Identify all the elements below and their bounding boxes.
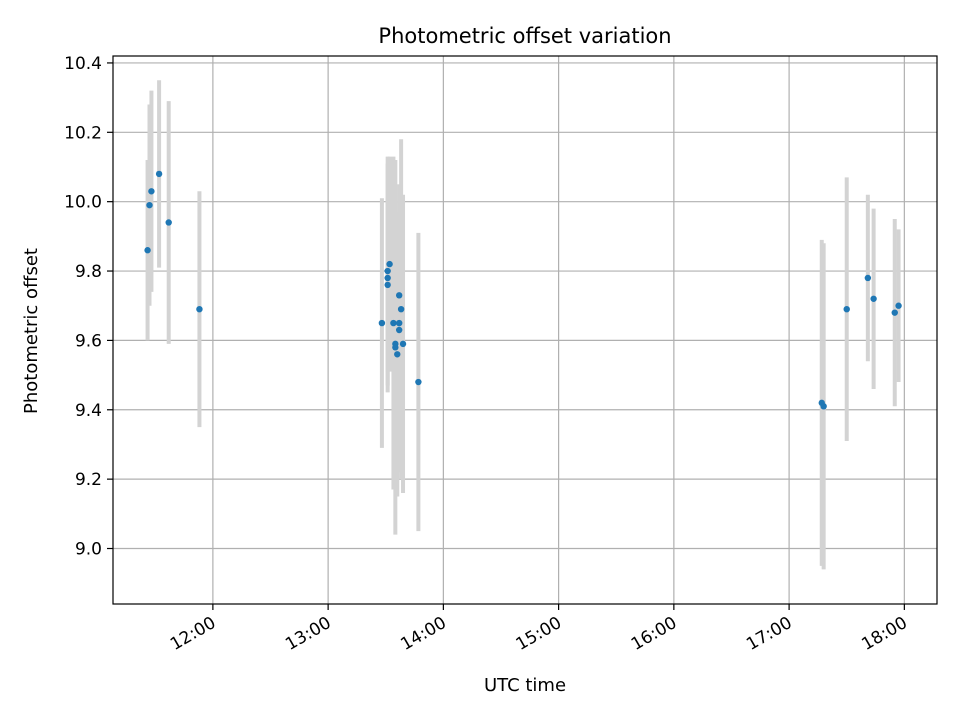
y-tick-label: 9.0 — [75, 540, 102, 560]
data-point — [392, 344, 399, 351]
data-point — [397, 305, 405, 313]
data-point — [390, 319, 397, 327]
data-point — [165, 219, 172, 226]
data-point — [386, 260, 393, 268]
y-tick-label: 10.0 — [64, 193, 102, 213]
y-tick-label: 10.4 — [64, 54, 102, 74]
grid — [113, 56, 937, 604]
data-point — [394, 351, 401, 358]
data-point — [155, 170, 163, 178]
data-point — [891, 309, 898, 316]
chart-title: Photometric offset variation — [378, 24, 671, 48]
x-axis-title: UTC time — [484, 675, 566, 696]
data-point — [384, 267, 391, 275]
data-point — [384, 274, 391, 282]
data-point — [870, 295, 877, 302]
plot-frame — [112, 55, 938, 605]
y-tick-label: 10.2 — [64, 123, 102, 143]
data-point — [843, 305, 850, 313]
y-tick-label: 9.6 — [75, 331, 102, 351]
data-point — [895, 302, 902, 309]
data-point — [395, 319, 403, 327]
y-tick-label: 9.4 — [75, 401, 102, 421]
data-point — [384, 281, 391, 289]
data-point — [148, 188, 155, 195]
data-point — [395, 292, 403, 299]
data-point — [144, 247, 151, 254]
data-point — [196, 305, 203, 313]
y-axis-title: Photometric offset — [21, 248, 42, 414]
data-point — [864, 274, 872, 282]
y-axis: 9.0 9.2 9.4 9.6 9.8 10.0 10.2 10.4 — [64, 54, 113, 560]
data-point — [146, 201, 153, 209]
y-tick-label: 9.8 — [75, 262, 102, 282]
data-point — [399, 340, 407, 348]
data-points — [144, 170, 902, 410]
data-point — [395, 326, 403, 334]
data-point — [820, 403, 827, 410]
data-point — [415, 378, 422, 386]
y-tick-label: 9.2 — [75, 470, 102, 490]
data-point — [378, 319, 386, 327]
